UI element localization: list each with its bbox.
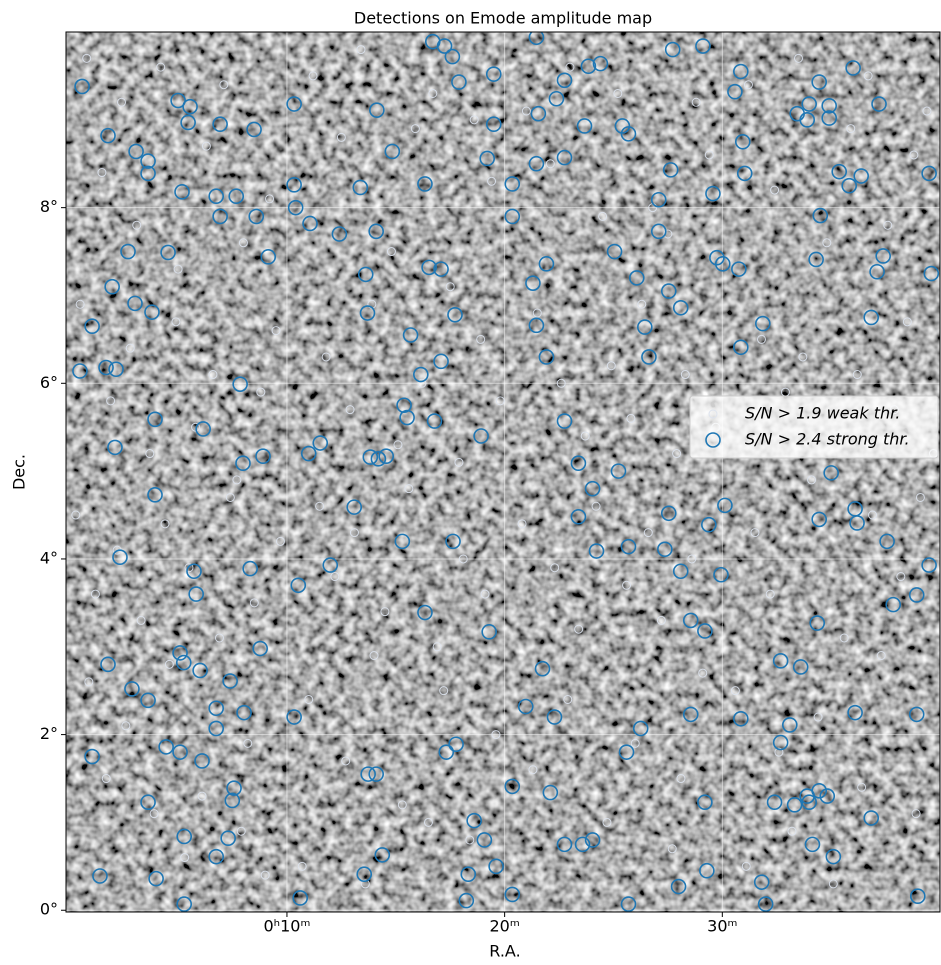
y-tick-label: 4°: [40, 548, 58, 567]
x-axis-label: R.A.: [489, 942, 520, 961]
y-axis-label: Dec.: [10, 454, 29, 490]
x-tick-label: 30ᵐ: [707, 917, 737, 936]
y-tick-label: 0°: [40, 900, 58, 919]
y-tick-label: 6°: [40, 373, 58, 392]
amplitude-map: [66, 32, 940, 912]
y-tick-label: 8°: [40, 197, 58, 216]
legend-label: S/N > 1.9 weak thr.: [745, 404, 900, 423]
legend-label: S/N > 2.4 strong thr.: [745, 430, 910, 449]
x-tick-label: 20ᵐ: [489, 917, 519, 936]
chart: Detections on Emode amplitude map R.A. D…: [0, 0, 941, 965]
chart-title: Detections on Emode amplitude map: [354, 9, 652, 28]
y-tick-label: 2°: [40, 724, 58, 743]
legend: S/N > 1.9 weak thr. S/N > 2.4 strong thr.: [690, 396, 938, 458]
x-tick-label: 0ʰ10ᵐ: [263, 917, 310, 936]
